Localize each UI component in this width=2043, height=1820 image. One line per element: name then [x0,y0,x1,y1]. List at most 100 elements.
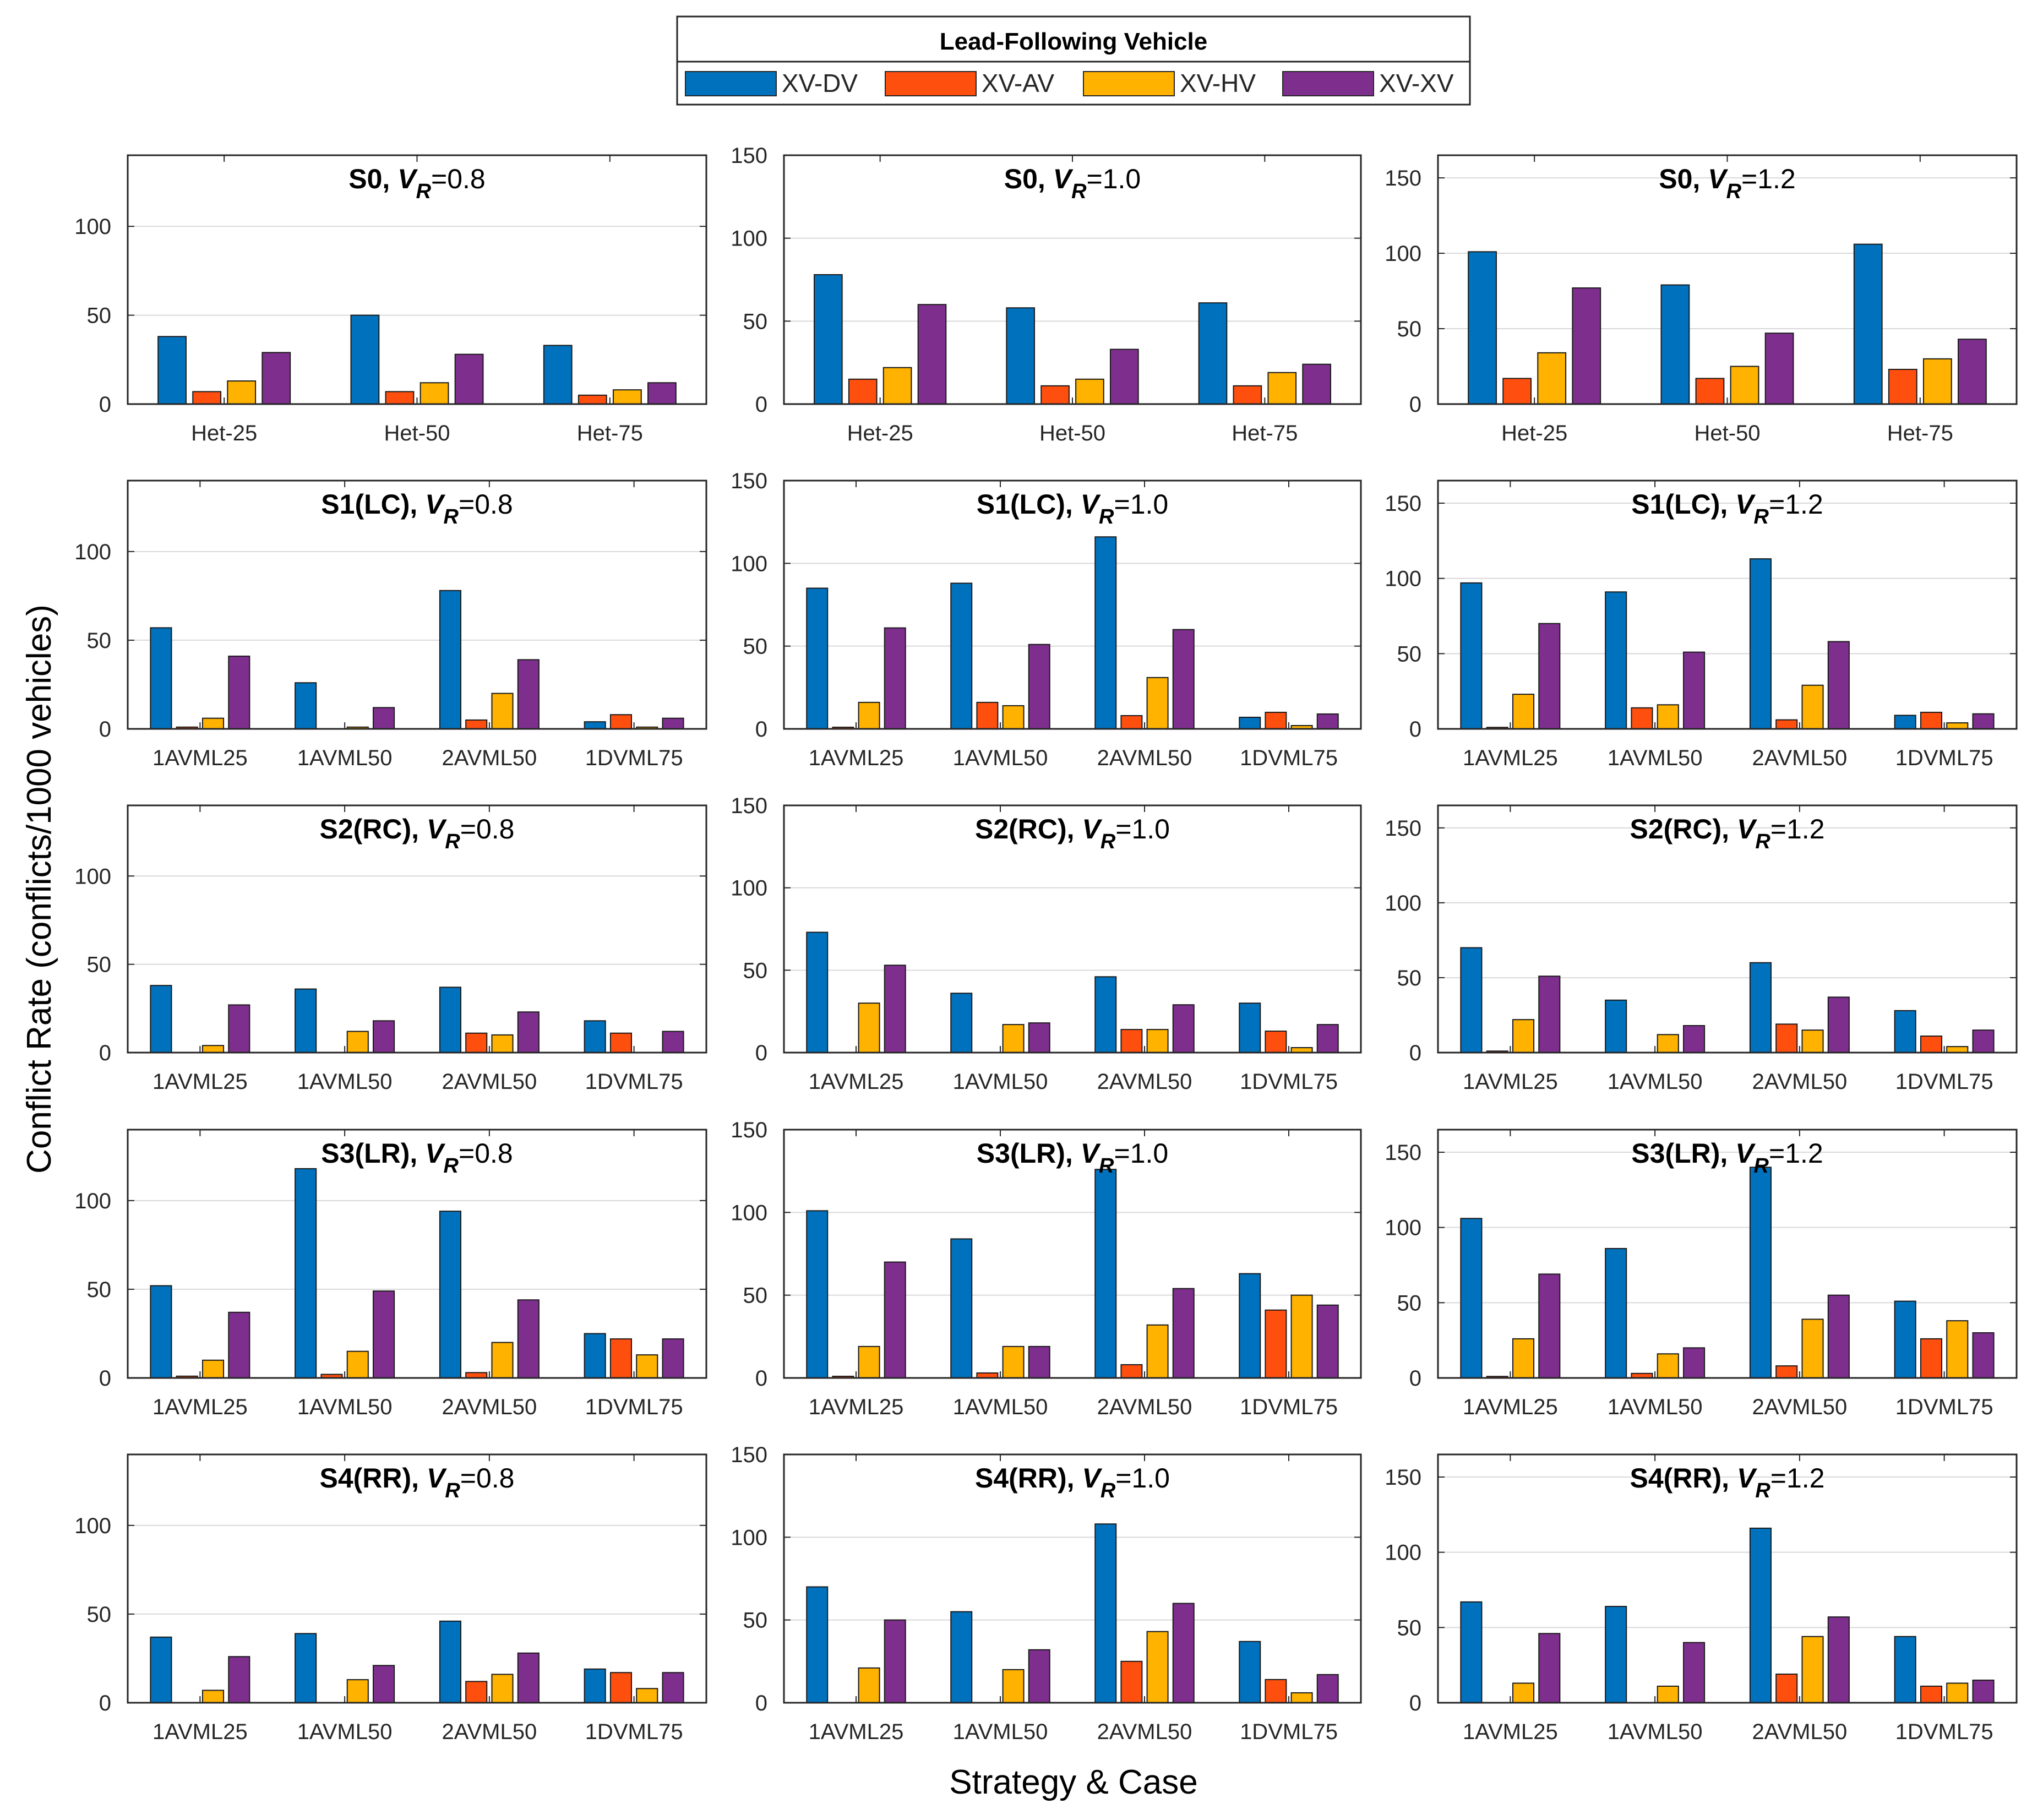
axes-box [1437,1129,2018,1379]
bar-xv-dv-2avml50 [1749,558,1772,730]
bar-xv-dv-2avml50 [1094,536,1117,730]
bar-xv-dv-het-25 [814,274,843,405]
panel-title-equals: = [460,814,476,844]
panel-s2rc-vr-1.0: 0 50 100 150 1AVML25 1AVML50 2AVML50 1DVML75 S2(… [731,794,1362,1094]
legend-label-xv-av: XV-AV [982,69,1054,97]
panel-title-separator: , [1720,489,1735,520]
panel-title-separator: , [1065,489,1081,520]
bar-xv-hv-het-50 [420,382,449,405]
panel-title-separator: , [410,489,425,520]
bar-xv-hv-1avml25 [858,701,880,729]
x-tick-label: 1AVML50 [1608,1720,1703,1744]
panel-title-scenario: S4(RR) [1630,1463,1721,1494]
x-tick-label: Het-50 [384,421,450,445]
bar-xv-hv-2avml50 [491,693,514,729]
bar-xv-dv-het-50 [1006,307,1036,405]
bar-xv-hv-1avml25 [201,1359,225,1378]
y-tick-label: 150 [1385,1141,1421,1165]
bar-xv-xv-1avml50 [373,1665,395,1704]
bar-xv-hv-het-25 [1537,352,1567,405]
y-tick-label: 150 [1385,492,1421,516]
bar-xv-dv-1avml50 [1605,999,1627,1053]
panel-s4rr-vr-0.8: 0 50 100 1AVML25 1AVML50 2AVML50 1DVML75 S4(RR)… [74,1453,707,1744]
plot-area [784,805,1361,1053]
panel-title-separator: , [1692,164,1708,194]
bar-xv-xv-1dvml75 [1316,1674,1339,1704]
y-tick-label: 0 [99,1691,111,1715]
panel-title-vr: 0.8 [476,1463,515,1494]
bar-xv-dv-1avml25 [1460,1218,1483,1378]
x-tick-label: 1DVML75 [1895,746,1993,770]
bar-xv-dv-1avml25 [1460,582,1483,730]
y-tick-label: 100 [1385,891,1421,916]
axes-box [783,479,1362,730]
panel-title-v: V [1082,814,1102,844]
panel-title-scenario: S3(LR) [1631,1138,1720,1169]
y-tick-label: 0 [99,1366,111,1391]
legend-swatch-xv-av [885,71,977,96]
bar-xv-hv-1avml50 [1657,1353,1679,1378]
panel-title-vr: 0.8 [475,489,513,520]
panel-title-v: V [427,1463,447,1494]
axes-box [1437,804,2018,1054]
y-tick-label: 150 [731,144,767,168]
bar-xv-dv-het-50 [350,314,380,405]
y-tick-label: 0 [1409,393,1421,417]
bar-xv-av-1dvml75 [609,1672,633,1703]
panel-title-separator: , [1721,1463,1737,1494]
y-tick-label: 100 [1385,567,1421,591]
axes-box [783,804,1362,1054]
panel-title-vr: 1.0 [1103,164,1141,194]
bar-xv-hv-1dvml75 [1946,722,1969,729]
y-tick-label: 50 [743,309,768,334]
panel-s1lc-vr-1.0: 0 50 100 150 1AVML25 1AVML50 2AVML50 1DVML75 S1(… [731,469,1362,770]
panel-title-scenario: S2(RC) [975,814,1067,844]
panel-title-vr: 0.8 [475,1138,513,1169]
x-axis-label: Strategy & Case [949,1763,1197,1801]
bar-xv-xv-1avml50 [1683,1347,1706,1378]
y-tick-label: 50 [1397,966,1422,990]
bar-xv-av-1dvml75 [1265,1679,1287,1704]
panel-title-scenario: S3(LR) [321,1138,410,1169]
bar-xv-dv-1avml50 [950,993,973,1053]
panel-title: S2(RC), VR=0.8 [319,814,514,853]
bar-xv-hv-het-75 [1267,372,1297,405]
x-tick-label: 1AVML50 [297,746,393,770]
x-tick-label: 1DVML75 [1895,1720,1993,1744]
x-tick-label: 1AVML25 [1463,746,1558,770]
bar-xv-dv-1avml50 [1605,1247,1627,1379]
bar-xv-hv-1avml50 [1657,704,1679,730]
bar-xv-hv-1avml25 [1512,1338,1535,1379]
bar-xv-xv-het-50 [454,353,484,405]
x-tick-label: 1AVML50 [1608,1070,1703,1094]
x-tick-label: 1AVML25 [809,1070,904,1094]
x-tick-label: 2AVML50 [442,1720,537,1744]
panel-title-subscript: R [1726,180,1742,203]
panel-title-scenario: S1(LC) [977,489,1065,520]
x-tick-label: 2AVML50 [442,1070,537,1094]
bar-xv-hv-1dvml75 [1946,1046,1969,1053]
bar-xv-av-het-75 [1233,385,1262,405]
bar-xv-hv-1avml50 [346,1350,369,1378]
panel-title-vr: 1.2 [1786,1463,1825,1494]
x-tick-label: 2AVML50 [1752,1720,1848,1744]
panel-title-scenario: S4(RR) [319,1463,411,1494]
panel-title-vr: 1.2 [1785,489,1823,520]
x-tick-label: 1AVML50 [1608,746,1703,770]
bar-xv-av-1dvml75 [1265,711,1287,730]
bar-xv-xv-1avml50 [1028,1649,1050,1703]
panel-title-v: V [1708,164,1728,194]
y-tick-label: 150 [731,794,767,818]
plot-area [128,155,706,404]
x-tick-label: 1AVML50 [953,1395,1048,1419]
bar-xv-av-1dvml75 [1920,1338,1943,1379]
panel-title-v: V [1081,1138,1101,1169]
bar-xv-dv-1dvml75 [1239,1273,1261,1379]
axes-box [127,479,707,730]
axes-box [783,1453,1362,1704]
panel-title-v: V [1737,1463,1757,1494]
y-tick-label: 50 [743,635,768,659]
bar-xv-av-1avml50 [1631,707,1653,729]
bar-xv-av-1dvml75 [1920,711,1943,730]
x-tick-label: 1AVML50 [297,1395,393,1419]
